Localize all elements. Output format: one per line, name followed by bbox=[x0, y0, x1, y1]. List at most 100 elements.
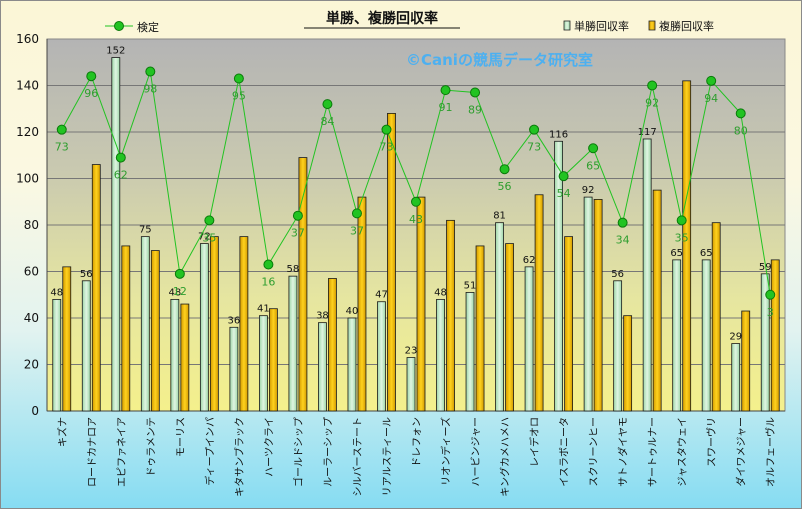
x-axis: キズナ ロードカナロア エピファネイア ドゥラメンテ モーリス ディープインパ キタサンブラ… bbox=[56, 417, 777, 497]
kentei-label: 92 bbox=[645, 97, 659, 110]
bar-fukusho bbox=[593, 199, 603, 412]
x-tick-label: キタサンブラック bbox=[233, 417, 246, 497]
kentei-marker bbox=[647, 80, 658, 91]
legend-bar-b-swatch bbox=[648, 20, 656, 31]
data-label-tansho: 72 bbox=[198, 232, 211, 243]
data-label-tansho: 23 bbox=[405, 346, 418, 357]
kentei-marker bbox=[676, 215, 687, 226]
bar-fukusho bbox=[387, 113, 396, 412]
bar-fukusho bbox=[505, 243, 514, 412]
data-label-tansho: 38 bbox=[316, 311, 329, 322]
bar-fukusho bbox=[741, 310, 751, 412]
kentei-label: 80 bbox=[734, 124, 748, 137]
kentei-label: 65 bbox=[586, 159, 600, 172]
data-label-tansho: 81 bbox=[493, 211, 506, 222]
y-tick-label: 60 bbox=[24, 265, 39, 279]
kentei-label: 91 bbox=[439, 101, 453, 114]
bar-fukusho bbox=[239, 236, 249, 412]
kentei-marker bbox=[735, 108, 746, 119]
kentei-label: 96 bbox=[84, 87, 98, 100]
y-tick-label: 40 bbox=[24, 311, 39, 325]
data-label-tansho: 51 bbox=[464, 280, 477, 291]
kentei-marker bbox=[440, 85, 451, 96]
x-tick-label: キズナ bbox=[56, 417, 69, 447]
data-label-tansho: 48 bbox=[168, 287, 181, 298]
x-tick-label: スワーヴリ bbox=[705, 417, 718, 467]
kentei-label: 54 bbox=[557, 187, 571, 200]
kentei-label: 73 bbox=[55, 141, 69, 154]
kentei-label: 12 bbox=[173, 285, 187, 298]
bar-tansho bbox=[81, 280, 91, 412]
x-tick-label: キングカメハメハ bbox=[499, 417, 512, 497]
x-tick-label: ドレフォン bbox=[412, 417, 423, 467]
bar-fukusho bbox=[564, 236, 573, 412]
x-tick-label: ドゥラメンテ bbox=[145, 417, 157, 477]
bar-tansho bbox=[760, 273, 770, 412]
kentei-marker bbox=[56, 124, 67, 135]
y-tick-label: 0 bbox=[31, 404, 39, 418]
bar-fukusho bbox=[357, 196, 367, 412]
kentei-label: 34 bbox=[616, 234, 630, 247]
bar-tansho bbox=[406, 357, 416, 412]
kentei-marker bbox=[204, 215, 215, 226]
chart-title: 単勝、複勝回収率 bbox=[326, 10, 438, 27]
legend-bar-a: 単勝回収率 bbox=[563, 19, 629, 33]
data-label-tansho: 65 bbox=[670, 248, 683, 259]
bar-tansho bbox=[465, 292, 475, 412]
data-label-tansho: 56 bbox=[80, 269, 93, 280]
bar-fukusho bbox=[328, 278, 337, 412]
bars: 48 56 152 75 48 72 36 41 58 38 40 47 23 48 51 81 62 116 92… bbox=[50, 46, 780, 412]
x-tick-label: ディープインパ bbox=[203, 417, 216, 486]
kentei-marker bbox=[588, 143, 599, 154]
x-tick-label: ゴールドシップ bbox=[292, 417, 305, 487]
kentei-label: 95 bbox=[232, 90, 246, 103]
bar-fukusho bbox=[711, 222, 721, 412]
x-tick-label: オルフェーヴル bbox=[764, 417, 777, 487]
bar-tansho bbox=[318, 322, 327, 412]
kentei-label: 73 bbox=[527, 141, 541, 154]
kentei-label: 37 bbox=[291, 227, 305, 240]
bar-tansho bbox=[672, 259, 682, 412]
x-tick-label: ロードカナロア bbox=[86, 417, 98, 487]
kentei-label: 94 bbox=[704, 92, 718, 105]
x-tick-label: サトノダイヤモ bbox=[617, 417, 630, 487]
kentei-label: 43 bbox=[409, 213, 423, 226]
bar-tansho bbox=[613, 280, 623, 412]
bar-tansho bbox=[52, 298, 62, 412]
bar-tansho bbox=[377, 301, 386, 412]
bar-fukusho bbox=[416, 196, 426, 412]
kentei-marker bbox=[381, 124, 392, 135]
y-tick-label: 120 bbox=[16, 125, 39, 139]
bar-tansho bbox=[229, 326, 239, 412]
bar-fukusho bbox=[121, 245, 131, 412]
bar-tansho bbox=[731, 343, 741, 412]
kentei-marker bbox=[558, 171, 569, 182]
bar-fukusho bbox=[770, 259, 780, 412]
kentei-marker bbox=[322, 99, 333, 110]
watermark: ©Caniの競馬データ研究室 bbox=[406, 51, 593, 69]
bar-tansho bbox=[288, 275, 298, 412]
y-tick-label: 100 bbox=[16, 172, 39, 186]
x-tick-label: サートゥルナー bbox=[647, 417, 659, 487]
legend-bar-b-label: 複勝回収率 bbox=[659, 19, 714, 33]
bar-tansho bbox=[554, 140, 563, 412]
kentei-marker bbox=[499, 164, 510, 175]
kentei-label: 35 bbox=[202, 231, 216, 244]
y-tick-label: 80 bbox=[24, 218, 39, 232]
bar-fukusho bbox=[682, 80, 692, 412]
kentei-label: 62 bbox=[114, 169, 128, 182]
bar-fukusho bbox=[298, 157, 308, 412]
x-tick-label: シルバーステート bbox=[352, 417, 364, 497]
kentei-label: 56 bbox=[498, 180, 512, 193]
bar-tansho bbox=[642, 138, 652, 412]
x-tick-label: ルーラーシップ bbox=[322, 417, 334, 487]
data-label-tansho: 47 bbox=[375, 290, 388, 301]
bar-fukusho bbox=[91, 164, 101, 412]
data-label-tansho: 36 bbox=[228, 315, 241, 326]
x-tick-label: ダイワメジャー bbox=[735, 417, 748, 487]
bar-tansho bbox=[583, 196, 593, 412]
data-label-tansho: 56 bbox=[611, 269, 624, 280]
data-label-tansho: 62 bbox=[523, 255, 536, 266]
